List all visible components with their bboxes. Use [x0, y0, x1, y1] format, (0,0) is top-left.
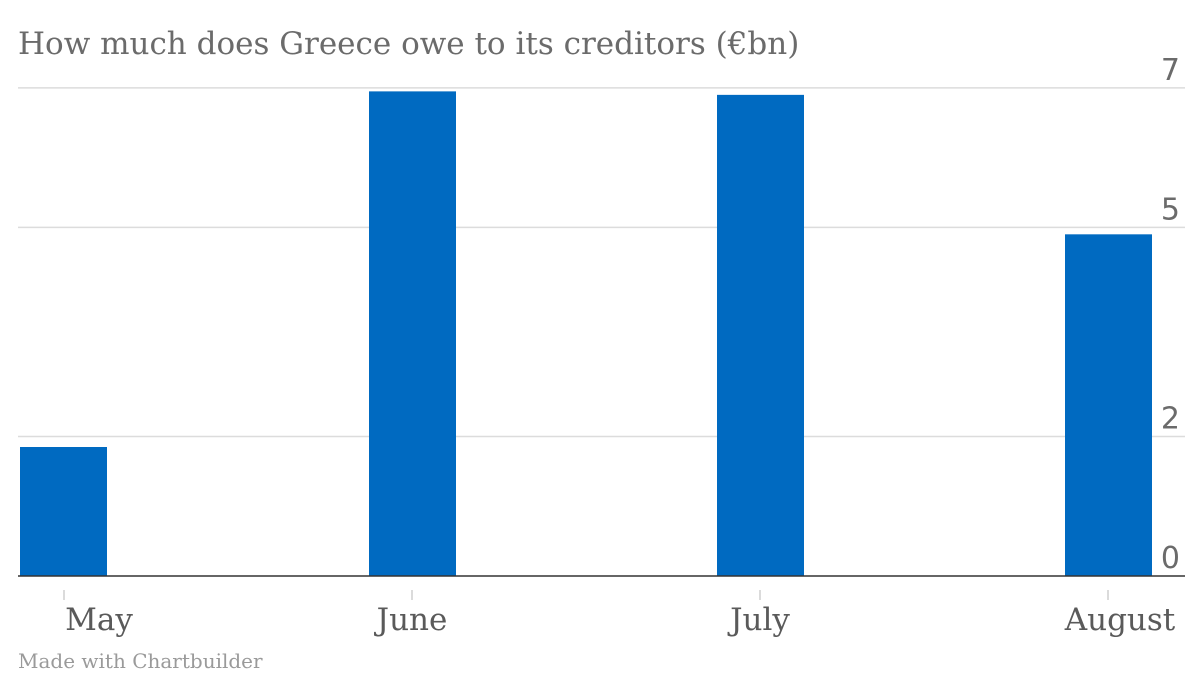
- chartbuilder-credit: Made with Chartbuilder: [18, 649, 263, 673]
- chart-title: How much does Greece owe to its creditor…: [18, 26, 799, 62]
- x-tick-label-may: May: [65, 602, 133, 638]
- bar-may: [20, 447, 107, 576]
- gridlines: [18, 87, 1185, 438]
- y-tick-label-2: 2: [1161, 402, 1180, 437]
- bar-june: [369, 91, 456, 576]
- y-tick-label-5: 5: [1161, 192, 1180, 227]
- x-tick-label-august: August: [1064, 602, 1176, 638]
- x-tick-label-july: July: [727, 602, 790, 638]
- bar-july: [717, 94, 804, 576]
- y-tick-label-7: 7: [1161, 53, 1180, 88]
- bar-august: [1065, 234, 1152, 576]
- y-tick-label-0: 0: [1161, 541, 1180, 576]
- x-axis-ticks: May June July August: [63, 590, 1176, 638]
- y-axis-ticks: 0 2 5 7: [1161, 53, 1180, 576]
- x-tick-label-june: June: [374, 602, 448, 638]
- bars: [20, 91, 1152, 576]
